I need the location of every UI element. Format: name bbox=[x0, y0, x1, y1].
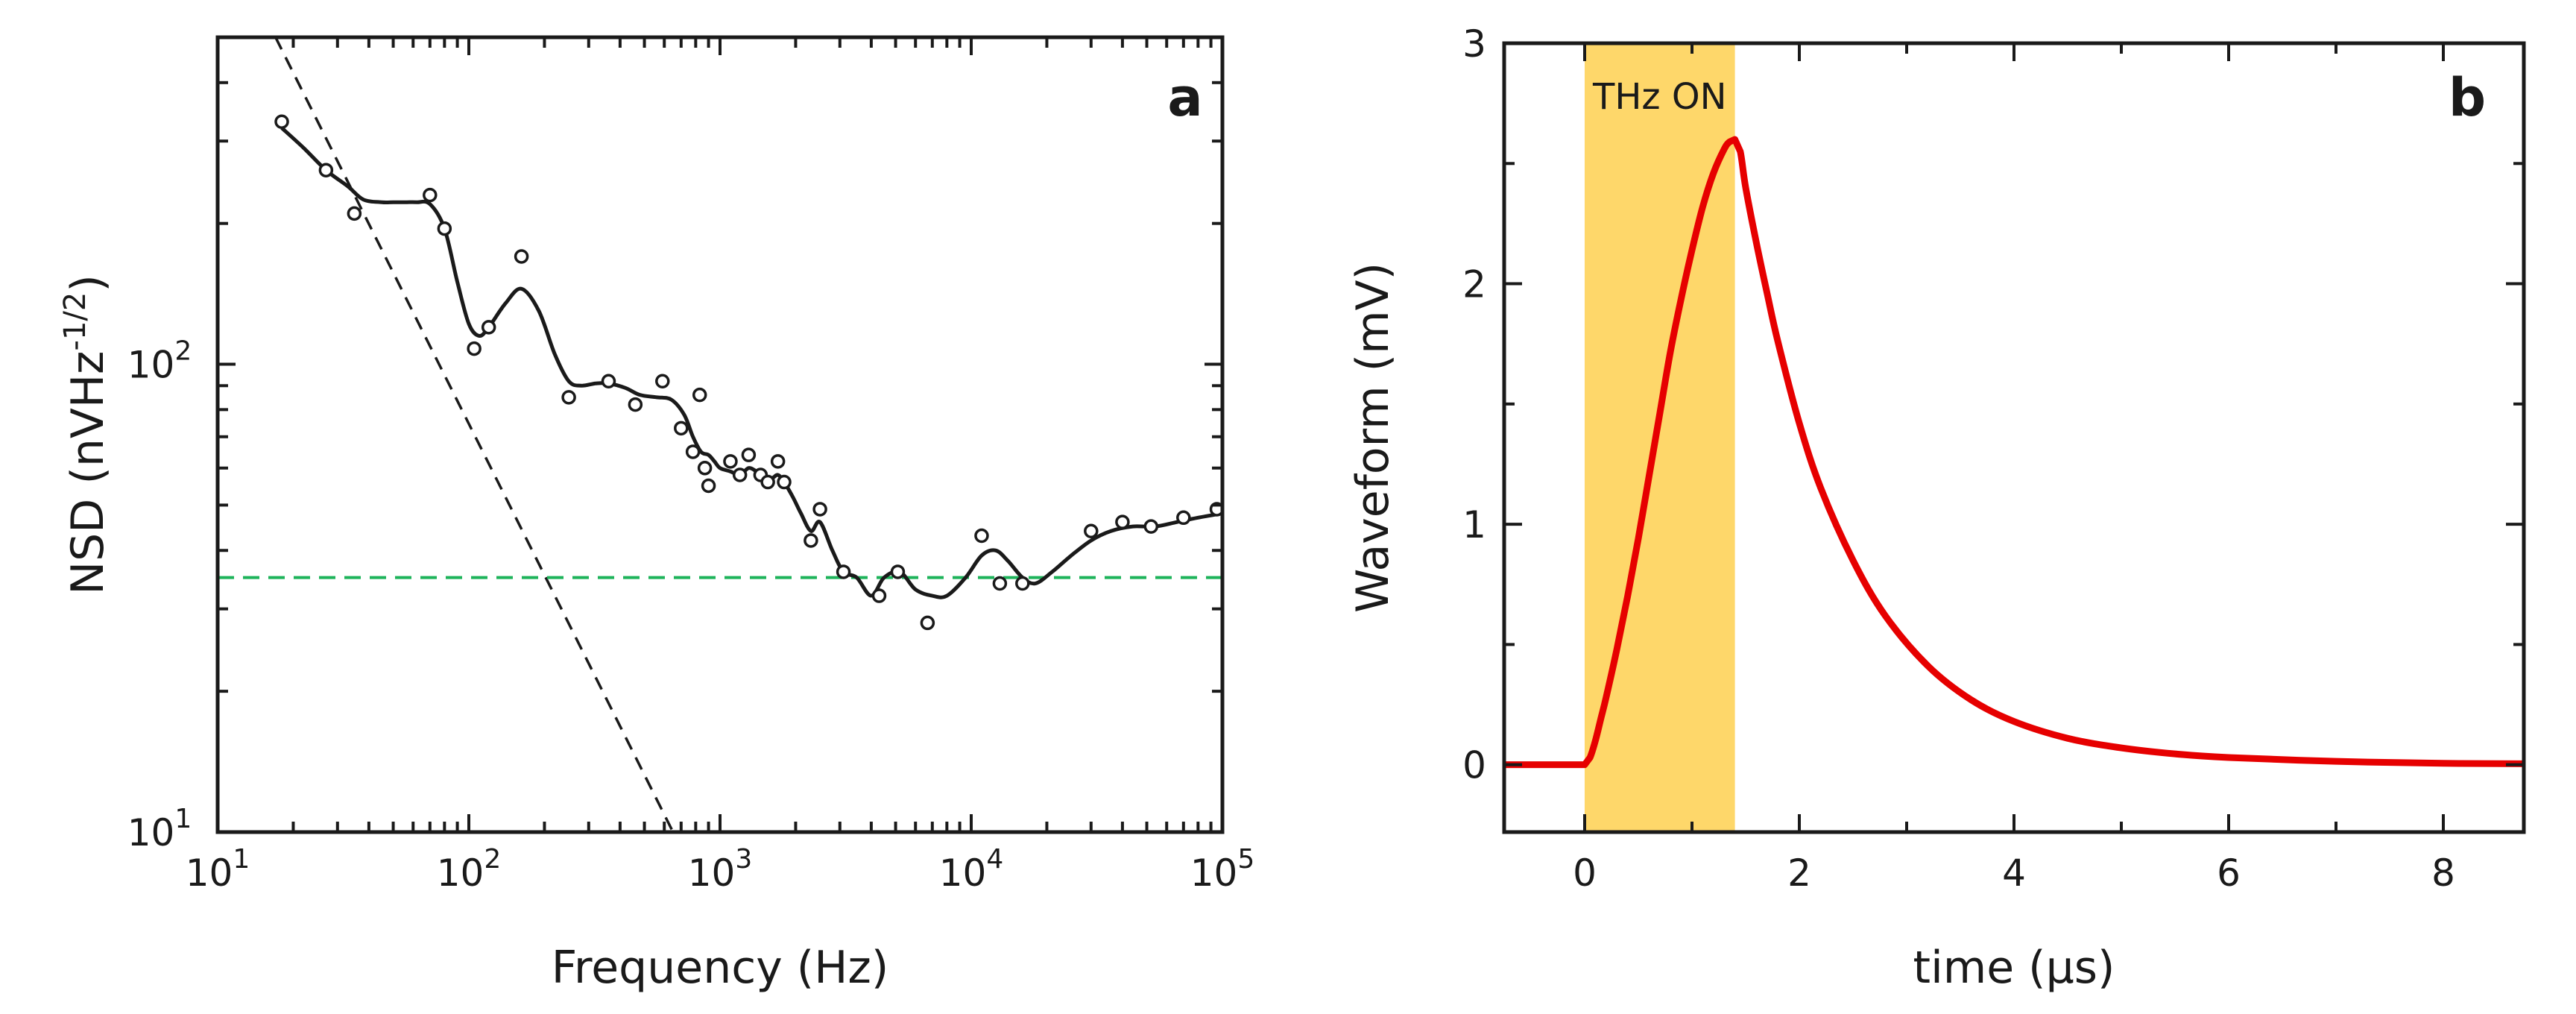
y-axis-title-close: ) bbox=[62, 274, 114, 292]
data-point bbox=[1143, 519, 1159, 534]
x-tick-base: 10 bbox=[1190, 851, 1238, 895]
x-tick-label: 102 bbox=[437, 844, 502, 895]
axes-frame-a bbox=[215, 35, 1225, 834]
data-point bbox=[481, 320, 496, 335]
y-tick-base: 10 bbox=[127, 811, 175, 854]
data-point bbox=[1084, 523, 1099, 539]
data-point bbox=[347, 206, 362, 221]
panel-letter-a: a bbox=[1167, 67, 1202, 128]
data-point bbox=[871, 588, 887, 603]
x-tick-base: 10 bbox=[939, 851, 987, 895]
data-point bbox=[723, 454, 738, 469]
y-tick-label: 0 bbox=[1462, 744, 1486, 787]
data-point bbox=[674, 421, 689, 436]
data-point bbox=[697, 461, 713, 476]
y-axis-title-main: NSD (nVHz bbox=[62, 350, 114, 594]
x-axis-title: Frequency (Hz) bbox=[552, 942, 888, 994]
data-point bbox=[437, 221, 452, 236]
x-tick-exp: 1 bbox=[233, 844, 250, 875]
thz-on-band bbox=[1585, 43, 1735, 832]
data-point bbox=[974, 528, 989, 544]
y-tick-label: 3 bbox=[1462, 22, 1486, 66]
data-point bbox=[561, 390, 576, 405]
plot-area-a bbox=[218, 37, 1222, 832]
data-point bbox=[318, 163, 334, 177]
data-point bbox=[890, 564, 906, 579]
y-tick-label: 2 bbox=[1462, 263, 1486, 306]
x-tick-label: 8 bbox=[2431, 851, 2455, 895]
x-tick-exp: 4 bbox=[986, 844, 1003, 875]
data-point bbox=[514, 249, 529, 264]
data-point bbox=[1015, 576, 1030, 591]
y-tick-exp: 2 bbox=[174, 336, 192, 367]
x-axis-title: time (μs) bbox=[1913, 942, 2115, 994]
data-point bbox=[920, 615, 935, 631]
waveform-line bbox=[1504, 136, 2524, 769]
fit-curve bbox=[280, 126, 1222, 599]
data-point bbox=[992, 576, 1008, 591]
y-tick-exp: 1 bbox=[174, 804, 192, 834]
data-point bbox=[1176, 510, 1191, 526]
data-point bbox=[601, 374, 616, 389]
x-tick-label: 2 bbox=[1787, 851, 1811, 895]
data-point bbox=[701, 478, 716, 494]
slope-dashed-line bbox=[274, 37, 675, 832]
x-tick-base: 10 bbox=[186, 851, 233, 895]
data-point bbox=[732, 467, 748, 482]
y-axis-title: NSD (nVHz-1/2) bbox=[58, 274, 114, 595]
data-point bbox=[777, 474, 792, 490]
data-point bbox=[1115, 514, 1130, 529]
panel-b: THz ON 0 2 4 6 8 0 1 2 3 time (μs) Waveform (mV) b bbox=[1347, 22, 2526, 994]
data-point bbox=[467, 341, 482, 356]
x-tick-exp: 5 bbox=[1237, 844, 1254, 875]
y-axis-title-exp: -1/2 bbox=[58, 292, 92, 351]
y-axis-title: Waveform (mV) bbox=[1347, 262, 1399, 613]
data-point bbox=[770, 454, 786, 469]
x-tick-label: 101 bbox=[186, 844, 250, 895]
data-point bbox=[741, 447, 757, 462]
x-tick-exp: 2 bbox=[484, 844, 501, 875]
data-point bbox=[812, 502, 827, 517]
x-tick-exp: 3 bbox=[735, 844, 752, 875]
data-point bbox=[804, 533, 818, 548]
data-point bbox=[760, 474, 775, 490]
data-point bbox=[655, 374, 670, 389]
x-tick-label: 103 bbox=[688, 844, 753, 895]
data-point bbox=[692, 387, 707, 403]
x-tick-label: 104 bbox=[939, 844, 1004, 895]
y-tick-label: 1 bbox=[1462, 503, 1486, 547]
x-tick-label: 0 bbox=[1573, 851, 1597, 895]
data-point bbox=[628, 397, 643, 412]
data-point bbox=[274, 114, 289, 129]
x-tick-base: 10 bbox=[688, 851, 736, 895]
y-tick-base: 10 bbox=[127, 344, 175, 387]
data-point bbox=[685, 444, 701, 459]
y-tick-label: 102 bbox=[127, 336, 192, 387]
x-tick-label: 105 bbox=[1190, 844, 1255, 895]
plot-area-b bbox=[1504, 43, 2524, 832]
x-tick-label: 6 bbox=[2217, 851, 2241, 895]
data-point bbox=[423, 187, 438, 203]
x-tick-base: 10 bbox=[437, 851, 484, 895]
data-point bbox=[836, 564, 851, 579]
x-tick-label: 4 bbox=[2002, 851, 2026, 895]
y-tick-label: 101 bbox=[127, 804, 192, 854]
panel-letter-b: b bbox=[2449, 67, 2486, 128]
thz-on-label: THz ON bbox=[1592, 76, 1727, 118]
